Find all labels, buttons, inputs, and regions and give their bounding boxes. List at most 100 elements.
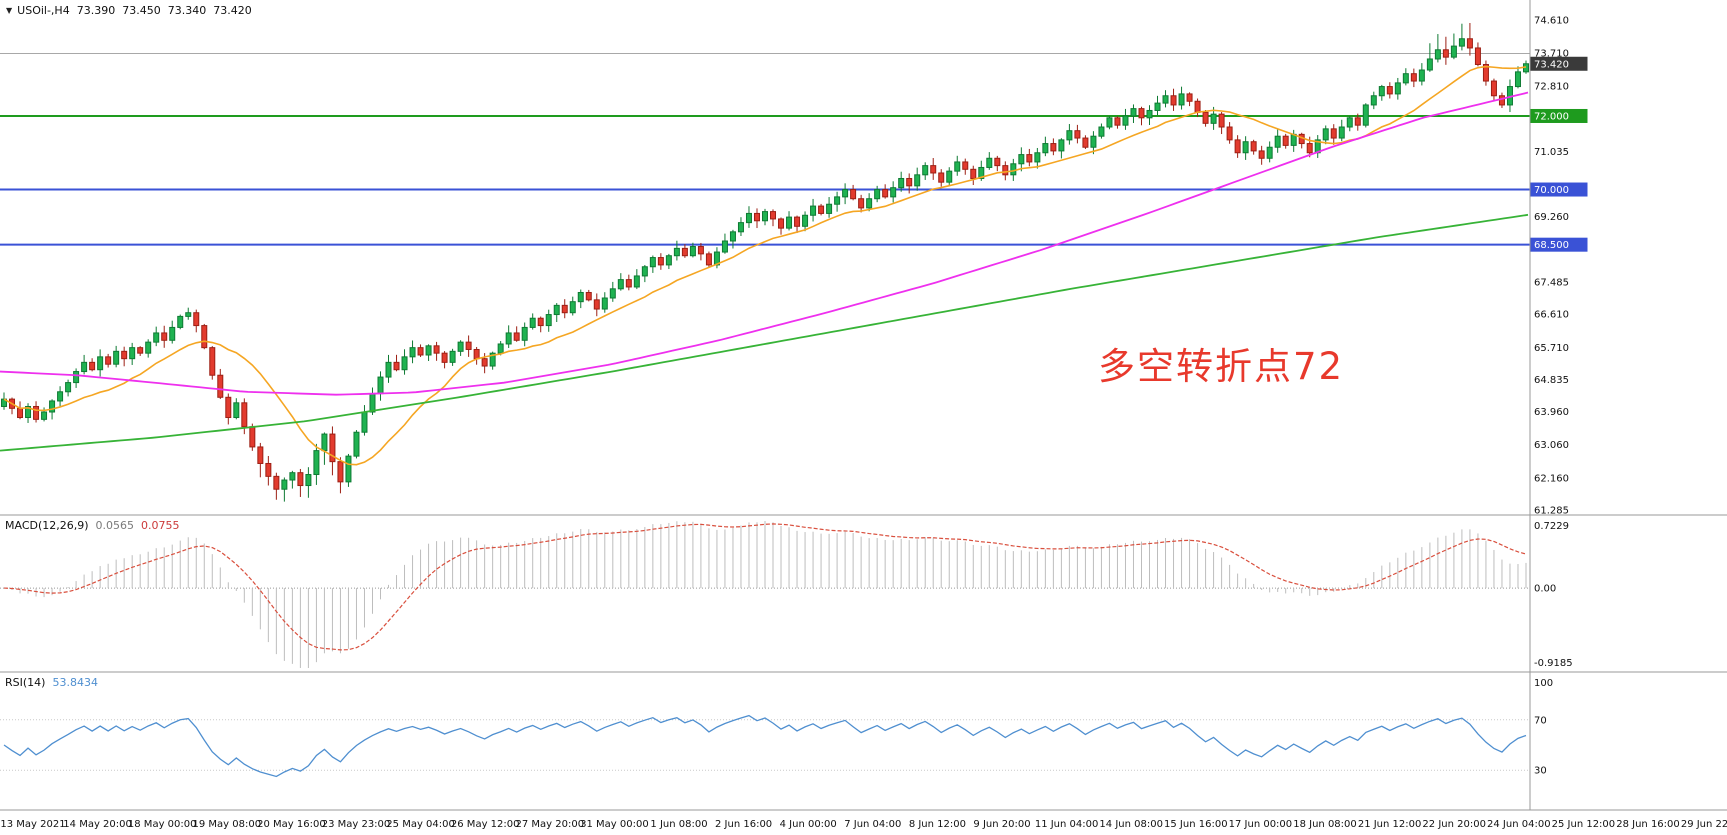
candle-body bbox=[1306, 143, 1313, 154]
rsi-axis-label: 70 bbox=[1534, 715, 1547, 726]
time-tick-label: 24 Jun 04:00 bbox=[1487, 819, 1551, 830]
candle-body bbox=[345, 455, 352, 483]
candle-body bbox=[1426, 58, 1433, 71]
price-scale-area[interactable] bbox=[1530, 0, 1727, 810]
candle-body bbox=[778, 218, 785, 229]
ma-slow-line bbox=[0, 213, 1529, 452]
time-tick-label: 1 Jun 08:00 bbox=[650, 819, 707, 830]
rsi-indicator-label: RSI(14) 53.8434 bbox=[5, 676, 98, 689]
macd-signal-line bbox=[3, 523, 1527, 651]
candle-body bbox=[449, 350, 456, 363]
macd-panel-area[interactable] bbox=[0, 515, 1530, 672]
candle-body bbox=[1402, 73, 1409, 84]
candle-body bbox=[1050, 143, 1057, 152]
price-badge-label: 70.000 bbox=[1534, 185, 1569, 196]
candle-body bbox=[225, 396, 232, 419]
candle-body bbox=[762, 211, 768, 222]
candle-body bbox=[954, 161, 961, 172]
candle-body bbox=[673, 247, 680, 257]
panel-separators bbox=[0, 0, 1727, 811]
candle-body bbox=[537, 317, 544, 327]
candle-body bbox=[737, 222, 744, 233]
candle-body bbox=[457, 341, 464, 352]
candle-body bbox=[770, 211, 777, 220]
candle-body bbox=[962, 161, 969, 170]
candle-body bbox=[1058, 139, 1065, 152]
candle-body bbox=[1258, 150, 1265, 159]
candle-body bbox=[593, 299, 600, 310]
ohlc-close: 73.420 bbox=[213, 4, 252, 17]
candle-body bbox=[1162, 95, 1169, 104]
price-tick-label: 61.285 bbox=[1534, 506, 1569, 517]
candle-body bbox=[689, 246, 696, 257]
price-tick-label: 69.260 bbox=[1534, 212, 1569, 223]
time-tick-label: 7 Jun 04:00 bbox=[844, 819, 901, 830]
candle-body bbox=[601, 297, 608, 310]
candle-body bbox=[561, 304, 568, 314]
candle-body bbox=[289, 472, 296, 481]
candle-body bbox=[329, 433, 336, 463]
candle-body bbox=[1266, 146, 1273, 159]
candle-body bbox=[417, 347, 424, 356]
candle-body bbox=[609, 288, 616, 299]
candle-body bbox=[1002, 165, 1009, 176]
candle-body bbox=[1026, 154, 1033, 163]
candle-body bbox=[1482, 63, 1489, 82]
candle-body bbox=[1074, 130, 1081, 139]
candle-body bbox=[1274, 135, 1281, 148]
ohlc-low: 73.340 bbox=[167, 4, 207, 17]
candle-body bbox=[1218, 113, 1225, 128]
candle-body bbox=[1410, 73, 1417, 82]
time-tick-label: 29 Jun 22:00 bbox=[1681, 819, 1727, 830]
horizontal-lines bbox=[0, 52, 1530, 246]
candle-body bbox=[753, 212, 760, 222]
candle-body bbox=[906, 177, 913, 187]
candle-body bbox=[25, 405, 32, 419]
candle-body bbox=[1418, 69, 1425, 82]
candle-body bbox=[946, 170, 953, 183]
candle-body bbox=[81, 361, 88, 373]
price-badge-label: 72.000 bbox=[1534, 111, 1569, 122]
main-chart-area[interactable] bbox=[0, 0, 1530, 515]
price-tick-label: 63.960 bbox=[1534, 407, 1569, 418]
price-badge bbox=[1530, 237, 1588, 252]
time-tick-label: 14 May 20:00 bbox=[63, 819, 132, 830]
candle-body bbox=[161, 332, 168, 341]
candle-body bbox=[241, 402, 248, 428]
candlestick-series bbox=[1, 22, 1529, 502]
candle-body bbox=[1514, 71, 1521, 88]
candle-body bbox=[65, 382, 72, 393]
chart-dropdown-icon[interactable]: ▼ bbox=[6, 6, 13, 15]
candle-body bbox=[866, 198, 873, 209]
time-scale-area[interactable] bbox=[0, 810, 1727, 835]
candle-body bbox=[705, 253, 712, 266]
time-tick-label: 26 May 12:00 bbox=[451, 819, 520, 830]
time-scale[interactable]: 13 May 202114 May 20:0018 May 00:0019 Ma… bbox=[0, 819, 1727, 830]
macd-axis-label: 0.7229 bbox=[1534, 521, 1569, 532]
candle-body bbox=[1170, 95, 1177, 106]
candle-body bbox=[201, 325, 208, 349]
time-tick-label: 19 May 08:00 bbox=[193, 819, 262, 830]
price-tick-label: 64.835 bbox=[1534, 375, 1569, 386]
candle-body bbox=[745, 212, 752, 224]
price-tick-label: 66.610 bbox=[1534, 310, 1569, 321]
time-tick-label: 13 May 2021 bbox=[0, 819, 65, 830]
time-tick-label: 23 May 23:00 bbox=[322, 819, 391, 830]
candle-body bbox=[233, 402, 240, 419]
candle-body bbox=[1082, 137, 1089, 148]
rsi-panel-area[interactable] bbox=[0, 672, 1530, 810]
price-tick-label: 65.710 bbox=[1534, 343, 1569, 354]
candle-body bbox=[1498, 95, 1505, 106]
price-badge bbox=[1530, 182, 1588, 197]
candle-body bbox=[818, 205, 825, 214]
price-scale[interactable]: 74.610 73.710 72.810 71.035 69.260 67.485 66.6… bbox=[1530, 16, 1588, 517]
candle-body bbox=[1186, 93, 1193, 102]
candle-body bbox=[625, 279, 632, 288]
candle-body bbox=[465, 341, 472, 350]
macd-main-value: 0.0565 bbox=[95, 519, 135, 532]
candle-body bbox=[657, 257, 664, 266]
candle-body bbox=[890, 187, 897, 198]
candle-body bbox=[649, 257, 656, 268]
rsi-line bbox=[3, 714, 1527, 778]
candle-body bbox=[930, 165, 937, 174]
